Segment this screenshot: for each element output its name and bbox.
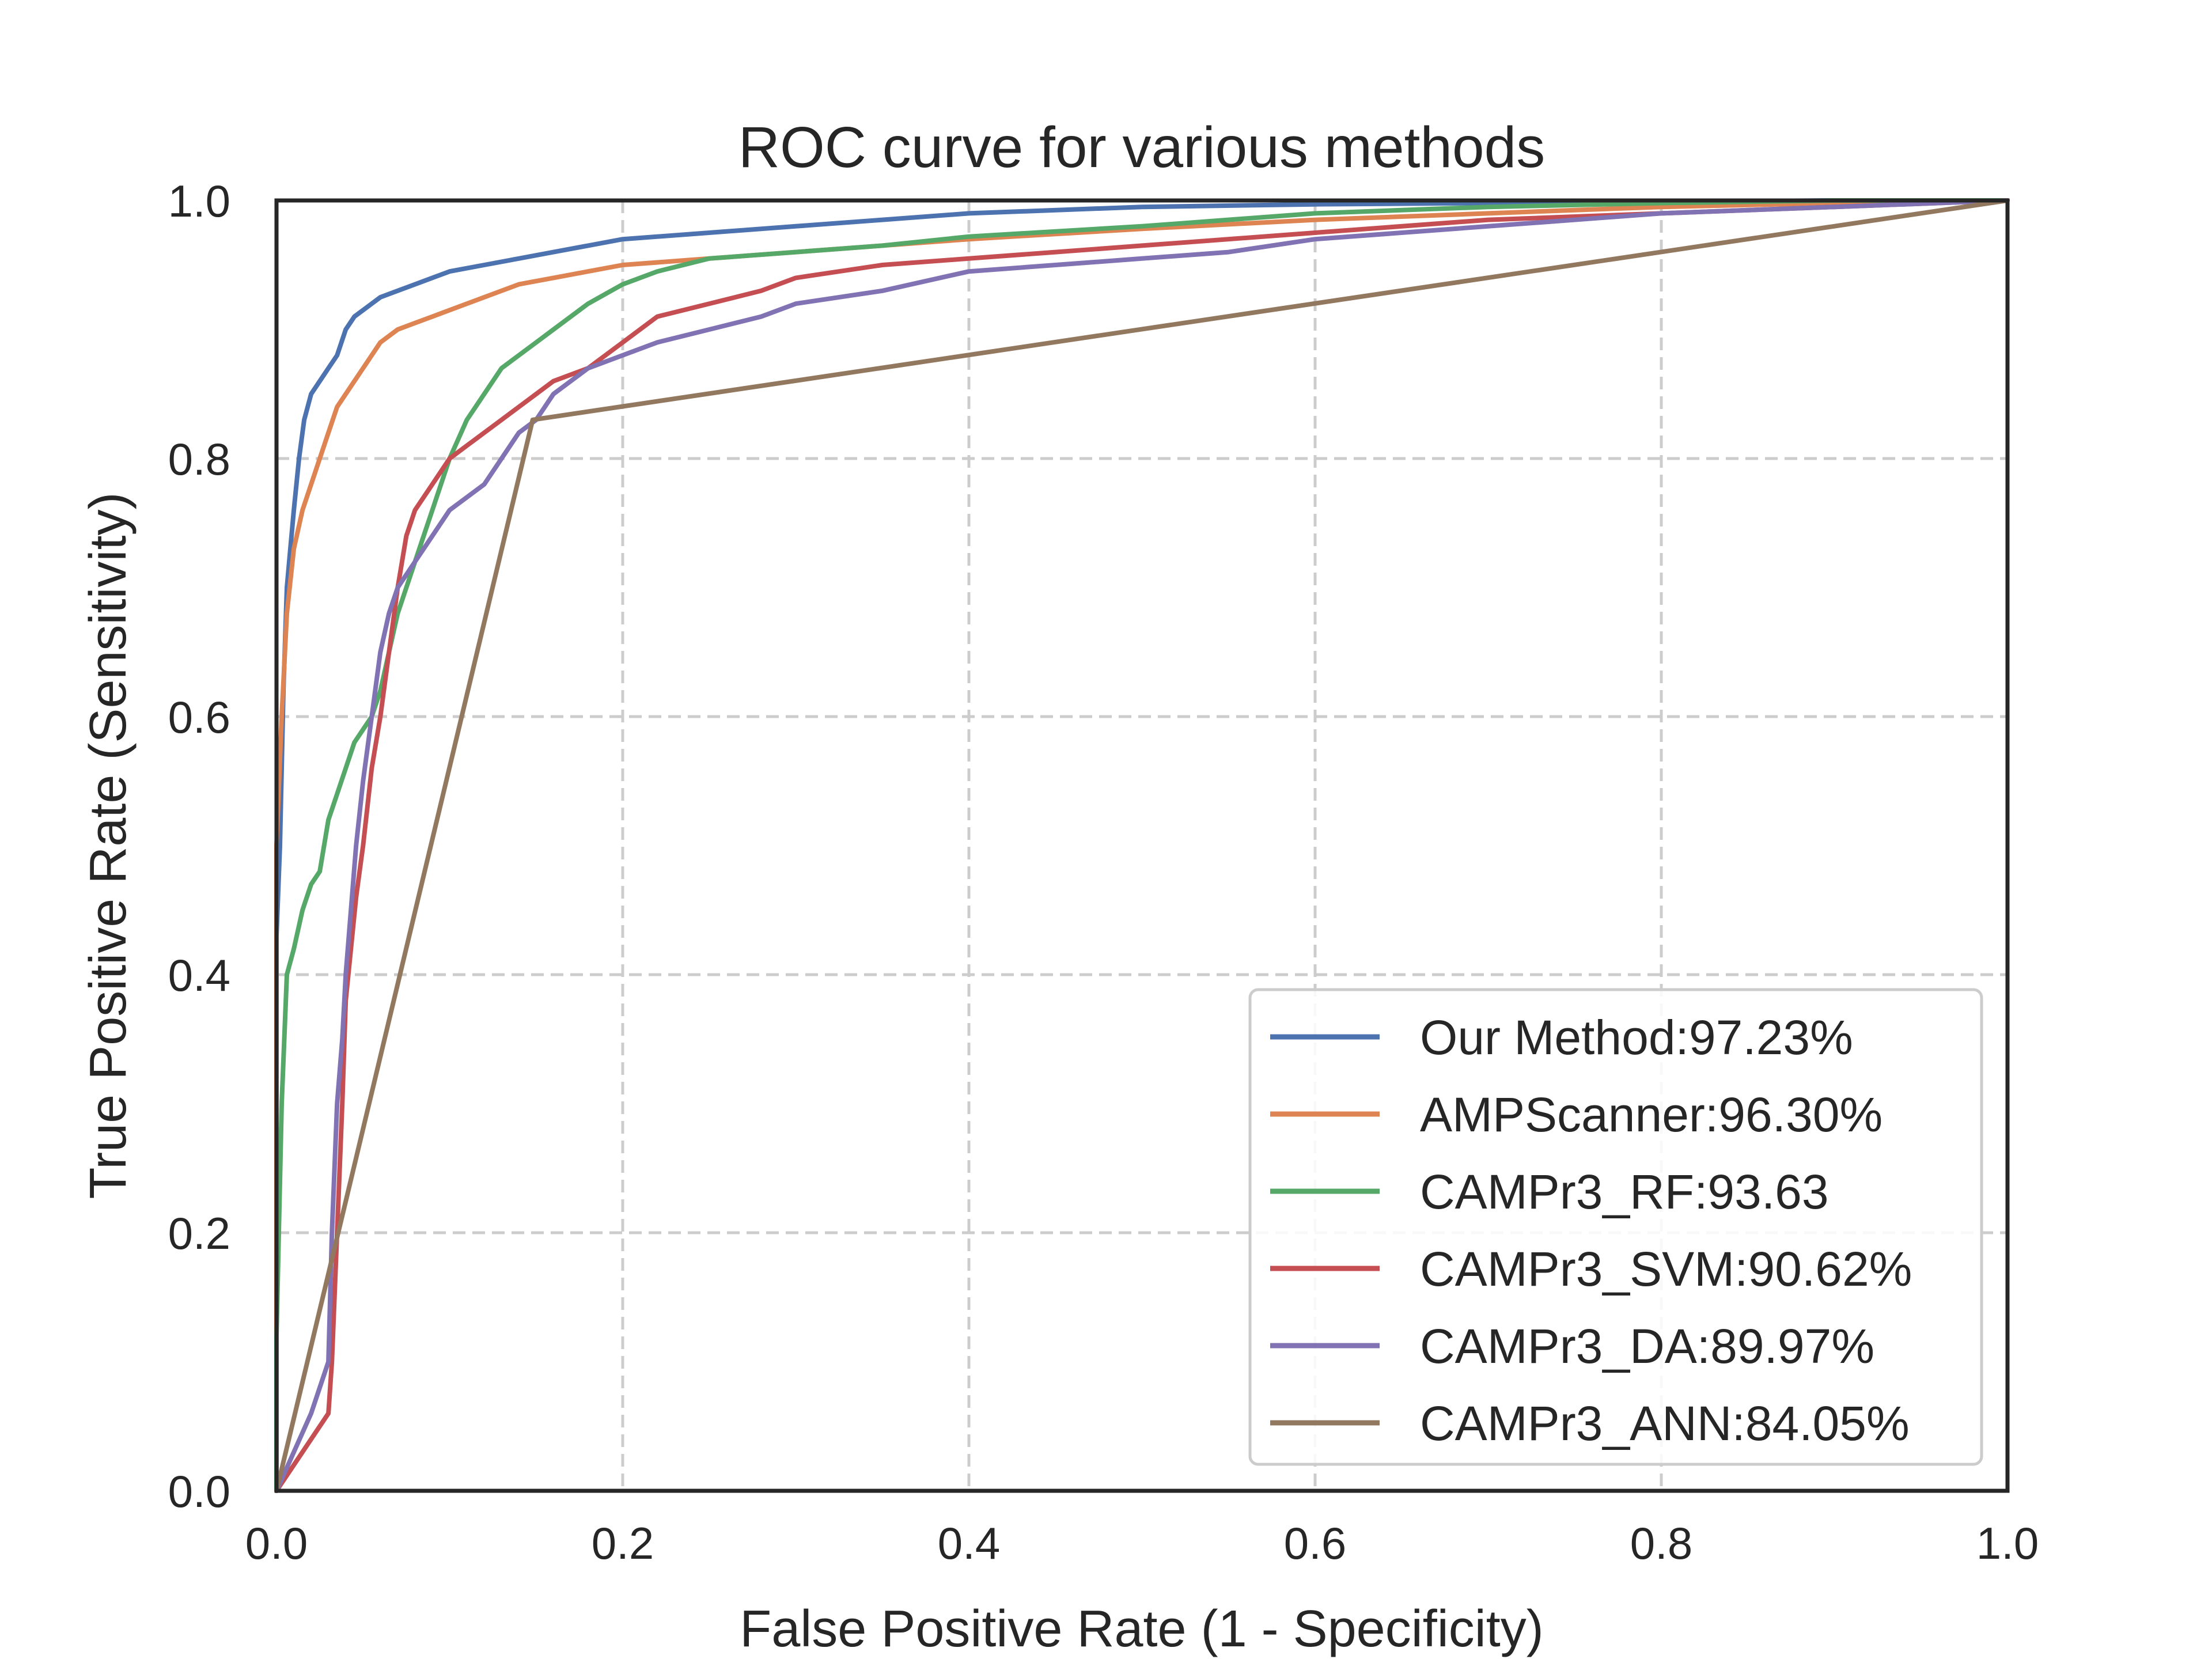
legend-box (1248, 988, 1983, 1466)
y-tick-labels: 0.0 0.2 0.4 0.6 0.8 1.0 (168, 176, 230, 1517)
grid-lines (276, 200, 2008, 1491)
legend-label-ampscanner: AMPScanner:96.30% (1420, 1088, 1883, 1142)
y-tick-label: 1.0 (168, 176, 230, 226)
x-tick-labels: 0.0 0.2 0.4 0.6 0.8 1.0 (245, 1518, 2039, 1569)
legend-label-campr3-svm: CAMPr3_SVM:90.62% (1420, 1242, 1912, 1296)
y-tick-label: 0.0 (168, 1466, 230, 1517)
x-tick-label: 0.4 (938, 1518, 1000, 1569)
series-line-campr3-da (274, 198, 2010, 1493)
chart-title: ROC curve for various methods (738, 115, 1546, 180)
y-axis-label: True Positive Rate (Sensitivity) (79, 492, 137, 1199)
series-line-our-method (274, 198, 2010, 1493)
legend-label-campr3-ann: CAMPr3_ANN:84.05% (1420, 1396, 1910, 1450)
legend-label-campr3-rf: CAMPr3_RF:93.63 (1420, 1165, 1829, 1219)
x-tick-label: 0.2 (592, 1518, 654, 1569)
series-lines (274, 198, 2010, 1493)
y-tick-label: 0.8 (168, 434, 230, 484)
y-tick-label: 0.6 (168, 692, 230, 743)
x-tick-label: 0.6 (1284, 1518, 1346, 1569)
x-tick-label: 1.0 (1976, 1518, 2039, 1569)
y-tick-label: 0.4 (168, 950, 230, 1001)
x-tick-label: 0.0 (245, 1518, 308, 1569)
x-axis-label: False Positive Rate (1 - Specificity) (740, 1600, 1543, 1658)
legend-label-campr3-da: CAMPr3_DA:89.97% (1420, 1319, 1874, 1373)
series-line-campr3-rf (274, 198, 2010, 1493)
series-line-ampscanner (274, 198, 2010, 1493)
x-tick-label: 0.8 (1630, 1518, 1692, 1569)
y-tick-label: 0.2 (168, 1208, 230, 1259)
legend: Our Method:97.23% AMPScanner:96.30% CAMPr3… (1248, 988, 1983, 1466)
plot-frame (274, 198, 2010, 1493)
legend-label-our-method: Our Method:97.23% (1420, 1010, 1853, 1065)
series-line-campr3-svm (274, 198, 2010, 1493)
series-line-campr3-ann (274, 198, 2010, 1493)
